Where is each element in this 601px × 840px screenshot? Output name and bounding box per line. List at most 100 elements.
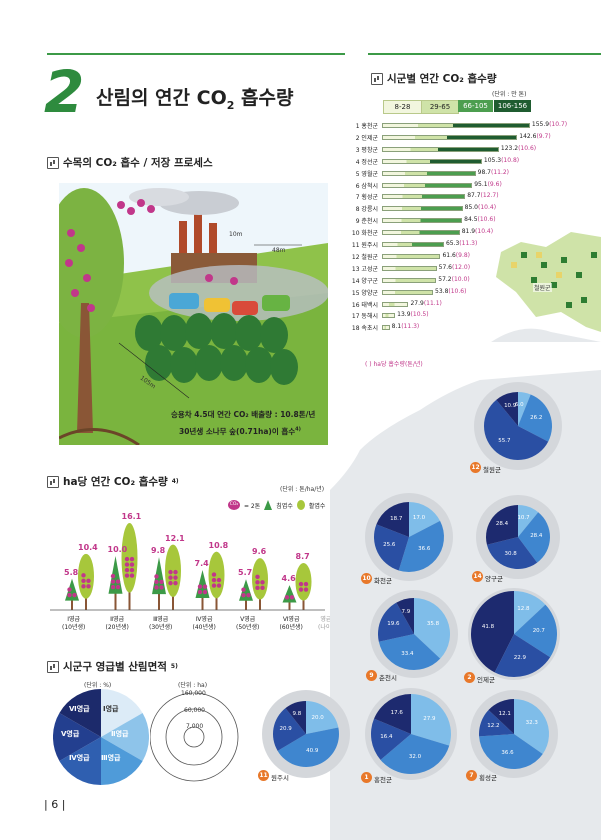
- co2-dot: [86, 584, 91, 589]
- co2-legend-icon: CO₂: [228, 500, 240, 510]
- tree-trunk: [71, 599, 73, 610]
- county-value-number: 57.2: [438, 275, 452, 283]
- grade-name: Ⅱ영급: [110, 616, 125, 623]
- legend-bin-4: 106-156: [494, 100, 531, 112]
- pie-slice: [396, 598, 414, 634]
- co2-dot: [216, 577, 222, 583]
- grade-label: Ⅰ영급 (10년생): [62, 616, 85, 632]
- co2-dot: [298, 587, 304, 592]
- process-caption-2-sup: 4): [295, 426, 301, 433]
- broadleaf-value: 16.1: [121, 512, 142, 522]
- county-bar: [382, 265, 437, 271]
- county-bar: [382, 170, 476, 176]
- county-value-number: 142.6: [519, 132, 537, 140]
- conifer-value: 5.7: [238, 568, 253, 578]
- ha-chart-legend: CO₂ = 2톤 침엽수 활엽수: [228, 498, 325, 512]
- pie-chart: [262, 690, 350, 778]
- county-rank-label: 10 화천군: [351, 230, 378, 238]
- county-per-ha: (12.0): [452, 263, 471, 271]
- pie-slice: [514, 604, 557, 658]
- pie-slice-value: 12.1: [498, 710, 511, 717]
- county-rank-label: 11 원주시: [351, 242, 378, 249]
- pie-chart: [474, 382, 562, 470]
- process-caption-2-text: 30년생 소나무 숲(0.71ha)이 흡수: [179, 427, 296, 436]
- ha-axis-label-sub: (나이): [318, 624, 334, 631]
- pie-slice: [273, 708, 306, 751]
- legend-bin-2: 29-65: [421, 100, 459, 114]
- co2-dot: [303, 587, 309, 592]
- county-bar: [382, 123, 530, 128]
- pie-slice-value: 30.8: [504, 551, 517, 558]
- pie-region-name: 홍천군: [374, 776, 392, 784]
- pie-slice-value: 55.7: [498, 437, 511, 444]
- pie-slice: [484, 399, 549, 460]
- county-value-number: 84.5: [464, 216, 478, 224]
- pie-slice-value: 27.9: [423, 715, 436, 722]
- pie-slice-value: 25.6: [383, 542, 396, 549]
- co2-dot: [260, 580, 265, 585]
- grade-age: (20년생): [105, 624, 129, 631]
- co2-legend-label: = 2톤: [244, 502, 261, 510]
- pie-region-name: 횡성군: [479, 774, 497, 782]
- co2-dot: [216, 583, 222, 588]
- county-value: 105.3(10.8): [484, 157, 519, 164]
- pie-chart: [365, 493, 453, 581]
- county-value-number: 98.7: [477, 168, 491, 176]
- area-size-legend: [150, 692, 239, 782]
- grade-2-label: Ⅱ영급: [111, 730, 129, 738]
- pie-slice-value: 16.4: [380, 733, 393, 740]
- pie-slice-value: 36.6: [501, 750, 514, 757]
- county-value: 84.5(10.6): [464, 216, 495, 223]
- pie-slice: [371, 718, 411, 760]
- co2-dot: [115, 584, 121, 590]
- location-pin-icon: 2: [464, 672, 475, 683]
- grade-age: (50년생): [236, 624, 260, 631]
- area-unit-pct: (단위 : %): [84, 682, 112, 689]
- co2-dot: [129, 573, 135, 578]
- pie-slice-value: 28.4: [495, 521, 509, 528]
- location-pin-icon: 10: [361, 573, 372, 584]
- grade-name: Ⅰ영급: [67, 616, 81, 623]
- page-number-text: 6: [51, 798, 59, 811]
- co2-dot: [168, 575, 173, 580]
- county-chart-title: 시군별 연간 CO₂ 흡수량: [371, 71, 496, 86]
- conifer-bar: [108, 556, 123, 594]
- pie-slice-value: 40.9: [306, 748, 319, 755]
- tree-trunk: [114, 591, 117, 610]
- pie-slice: [518, 392, 531, 426]
- pie-slice-value: 6.0: [514, 401, 524, 408]
- conifer-value: 5.8: [64, 567, 79, 577]
- ha-chart-title-text: ha당 연간 CO₂ 흡수량: [63, 476, 168, 488]
- grade-label: Ⅳ영급 (40년생): [193, 616, 216, 632]
- county-bar: [382, 242, 444, 247]
- county-value-number: 81.9: [461, 228, 476, 236]
- circle-value-large: 160,000: [181, 690, 206, 697]
- process-caption-2: 30년생 소나무 숲(0.71ha)이 흡수4): [179, 426, 301, 437]
- page-title-tail: 흡수량: [234, 87, 294, 109]
- pie-slice-value: 17.0: [412, 515, 426, 522]
- tree-trunk: [259, 591, 261, 610]
- grade-4-label: Ⅳ영급: [69, 754, 90, 762]
- pie-slice-value: 7.9: [401, 609, 411, 616]
- county-rank-label: 15 양양군: [351, 289, 378, 297]
- page-title: 산림의 연간 CO2 흡수량: [96, 83, 293, 112]
- chart-icon: [47, 660, 59, 673]
- county-rank-label: 14 양구군: [351, 277, 378, 285]
- ha-axis-label: 영급 (나이): [318, 616, 334, 632]
- co2-dot: [303, 581, 309, 587]
- pie-slice-value: 10.7: [517, 514, 530, 521]
- page-title-main: 산림의 연간 CO: [96, 87, 227, 109]
- county-value: 27.9(11.1): [410, 300, 441, 307]
- co2-dot: [124, 573, 130, 578]
- region-map: [491, 232, 601, 342]
- pie-slice-value: 10.9: [504, 402, 517, 409]
- pie-slice: [376, 502, 409, 537]
- pie-slice-value: 32.0: [408, 753, 422, 760]
- legend-bin-3: 66-105: [458, 100, 493, 112]
- county-value: 61.6(9.8): [442, 252, 470, 259]
- co2-dot: [110, 584, 116, 590]
- pie-slice-value: 35.8: [426, 621, 440, 628]
- pie-slice-value: 22.9: [513, 654, 527, 661]
- pie-slice-value: 20.9: [279, 726, 292, 733]
- co2-dot: [129, 556, 135, 562]
